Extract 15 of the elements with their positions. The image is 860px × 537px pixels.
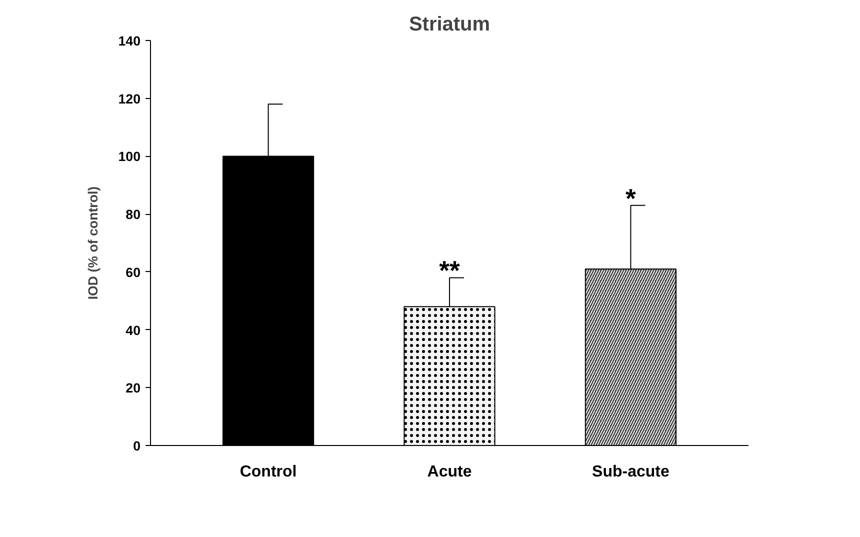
y-tick-label: 80 [126,207,141,222]
x-tick-label: Control [240,464,297,480]
x-tick-label: Acute [427,464,472,480]
y-tick-label: 140 [118,34,141,48]
y-tick-label: 60 [126,264,141,280]
annotation: * [626,183,637,214]
y-tick-label: 0 [133,438,141,454]
y-tick-label: 120 [118,91,141,106]
y-tick-label: 20 [126,380,141,396]
y-tick-label: 40 [126,322,141,338]
y-tick-label: 100 [118,149,141,164]
y-axis-title: IOD (% of control) [85,186,100,300]
annotation: ** [439,256,460,286]
x-tick-label: Sub-acute [592,464,670,480]
chart-title: Striatum [408,14,490,36]
